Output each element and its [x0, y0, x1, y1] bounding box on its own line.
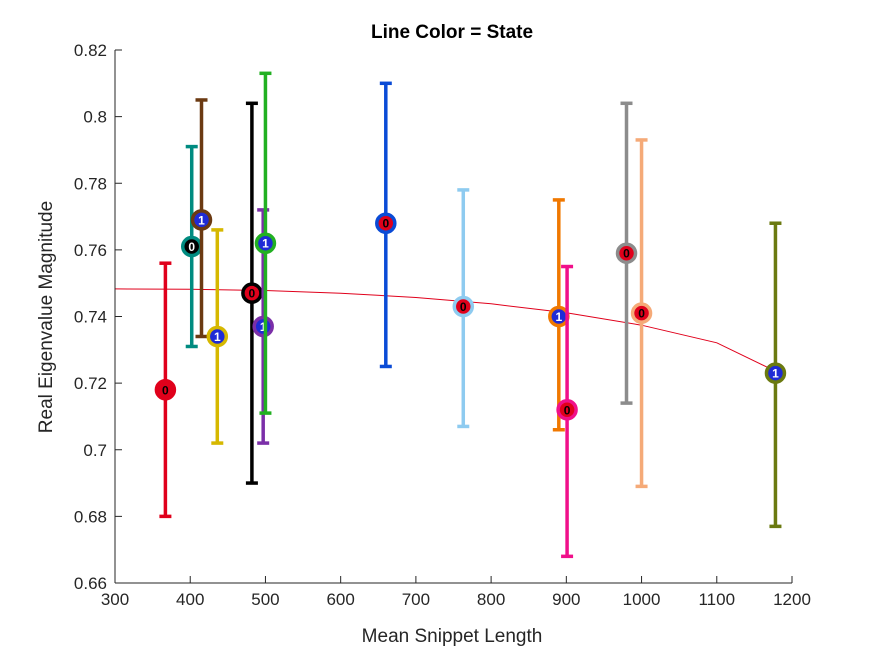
point-label: 0: [382, 217, 389, 231]
point-label: 0: [638, 307, 645, 321]
point-marker: [556, 399, 578, 421]
point-marker: [764, 362, 787, 384]
point-label: 1: [262, 237, 269, 251]
data-point-5: 0: [241, 101, 263, 485]
fit-line: [114, 288, 782, 375]
axes: 300 400 500 600 700 800 900 1000 1100 12000.660.6…: [74, 41, 811, 609]
y-tick-label: 0.68: [74, 507, 107, 526]
point-label: 0: [623, 247, 630, 261]
data-point-1: 0: [154, 261, 177, 519]
point-label: 1: [555, 310, 562, 324]
y-tick-label: 0.7: [83, 441, 107, 460]
point-marker: [252, 315, 274, 338]
data-point-7: 1: [254, 71, 277, 415]
y-tick-label: 0.72: [74, 374, 107, 393]
point-label: 0: [188, 240, 195, 254]
data-point-10: 1: [548, 198, 570, 432]
point-label: 1: [198, 213, 205, 227]
data-point-2: 0: [180, 144, 203, 349]
x-axis-label: Mean Snippet Length: [362, 626, 543, 647]
x-tick-label: 900: [552, 590, 580, 609]
point-marker: [630, 302, 653, 324]
x-tick-label: 700: [402, 590, 430, 609]
point-marker: [206, 325, 229, 348]
point-marker: [154, 379, 177, 401]
data-point-3: 1: [190, 98, 213, 339]
x-tick-label: 1200: [773, 590, 811, 609]
data-point-4: 1: [206, 228, 229, 445]
y-tick-label: 0.76: [74, 241, 107, 260]
point-label: 1: [214, 330, 221, 344]
point-label: 0: [564, 403, 571, 417]
point-label: 1: [772, 367, 779, 381]
point-label: 1: [260, 320, 267, 334]
data-point-11: 0: [556, 264, 578, 559]
point-marker: [190, 209, 213, 231]
x-tick-label: 600: [326, 590, 354, 609]
x-tick-label: 1100: [698, 590, 735, 609]
data-point-12: 0: [615, 101, 638, 405]
data-point-9: 0: [452, 188, 475, 429]
y-tick-label: 0.78: [74, 174, 107, 193]
data-point-8: 0: [375, 81, 397, 369]
data-point-13: 0: [630, 138, 653, 489]
point-label: 0: [162, 383, 169, 397]
y-tick-label: 0.82: [74, 41, 107, 60]
x-tick-label: 400: [176, 590, 204, 609]
y-tick-label: 0.8: [83, 108, 107, 127]
y-tick-label: 0.66: [74, 574, 107, 593]
x-tick-label: 500: [251, 590, 279, 609]
chart-title: Line Color = State: [371, 22, 533, 43]
x-tick-label: 800: [477, 590, 505, 609]
y-axis-label: Real Eigenvalue Magnitude: [36, 201, 57, 433]
data-point-14: 1: [764, 221, 787, 529]
point-marker: [375, 212, 397, 234]
point-marker: [241, 282, 263, 304]
point-label: 0: [460, 300, 467, 314]
point-marker: [452, 295, 475, 318]
x-tick-label: 300: [101, 590, 129, 609]
y-tick-label: 0.74: [74, 308, 107, 327]
point-marker: [615, 242, 638, 264]
x-tick-label: 1000: [623, 590, 661, 609]
point-label: 0: [249, 287, 256, 301]
point-marker: [254, 232, 277, 254]
